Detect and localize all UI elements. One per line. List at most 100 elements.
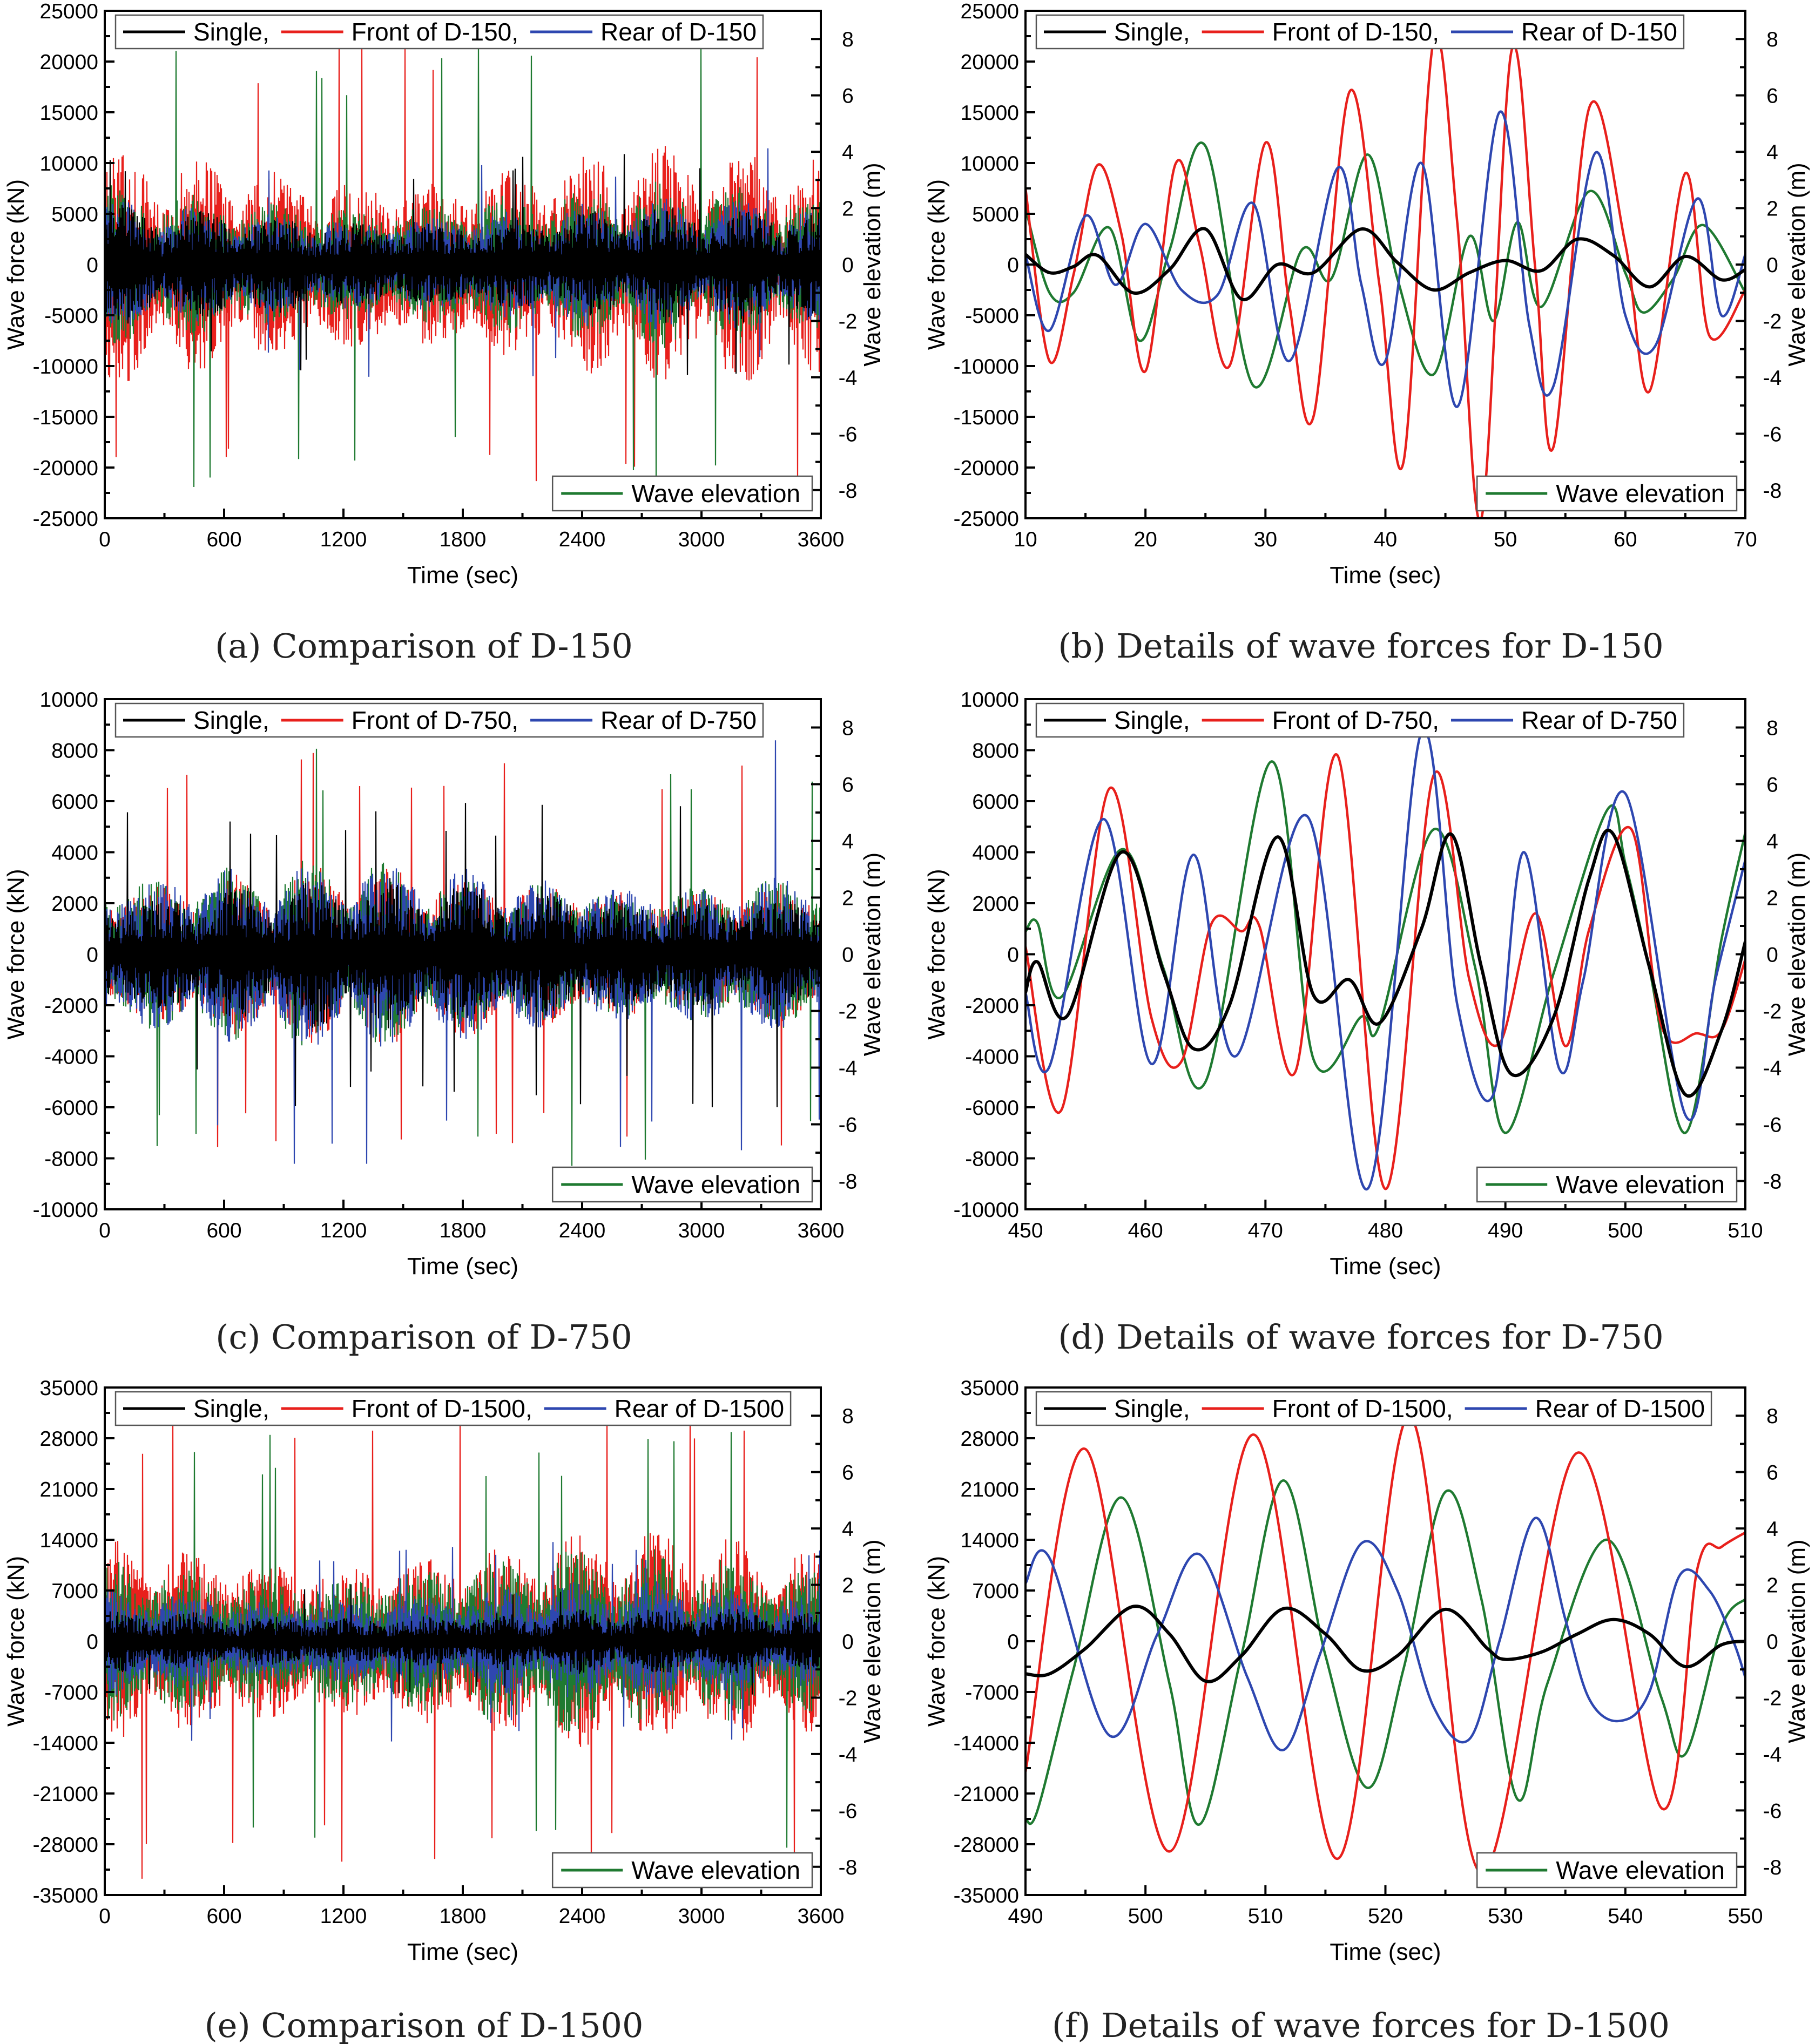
x-tick-label: 2400 <box>559 1905 606 1928</box>
legend-label: Front of D-150, <box>1272 18 1439 46</box>
y2-tick-label: 2 <box>842 887 854 910</box>
series-line <box>1025 1415 1745 1874</box>
axes-frame <box>1024 1386 1746 1896</box>
legend-label: Rear of D-750 <box>600 706 757 734</box>
y-tick-label: -15000 <box>954 406 1019 429</box>
y-tick-label: 15000 <box>40 101 98 125</box>
y2-tick-label: 2 <box>1766 1574 1778 1598</box>
x-tick-label: 1800 <box>440 1905 487 1928</box>
y-tick-label: -14000 <box>33 1732 98 1755</box>
legend-top: Single, Front of D-750, Rear of D-750 <box>114 702 764 738</box>
series-line <box>105 803 821 1107</box>
x-tick-label: 550 <box>1728 1905 1763 1928</box>
x-tick-label: 500 <box>1128 1905 1163 1928</box>
legend-label: Rear of D-1500 <box>615 1395 785 1423</box>
y-tick-label: -5000 <box>965 304 1019 328</box>
y2-tick-label: -4 <box>839 1057 858 1080</box>
y2-tick-label: 6 <box>1766 774 1778 797</box>
y-tick-label: 0 <box>86 254 98 277</box>
legend-top: Single, Front of D-1500, Rear of D-1500 <box>1035 1391 1712 1426</box>
y-tick-label: 21000 <box>961 1478 1019 1501</box>
series-line <box>1025 1479 1745 1826</box>
y2-tick-label: 6 <box>842 1461 854 1485</box>
y2-tick-label: -6 <box>1763 423 1782 446</box>
legend-label: Front of D-750, <box>1272 706 1439 734</box>
series-line <box>105 1432 821 1848</box>
y2-axis-title: Wave elevation (m) <box>1784 163 1810 366</box>
plot-area <box>105 740 821 1166</box>
plot-area <box>105 1408 821 1879</box>
y2-tick-label: -6 <box>839 1799 858 1823</box>
legend-wave: Wave elevation <box>551 475 813 512</box>
panel-4: 450 460 470 480 490 500 510-10000-8000-6000-40… <box>923 688 1810 1357</box>
axes-frame <box>1024 698 1746 1210</box>
x-tick-label: 50 <box>1494 528 1517 551</box>
y2-tick-label: -8 <box>839 479 858 503</box>
y-tick-label: 10000 <box>40 688 98 712</box>
legend-label: Front of D-1500, <box>1272 1395 1453 1423</box>
x-axis-title: Time (sec) <box>1330 1939 1441 1965</box>
legend-label: Wave elevation <box>1556 1856 1725 1884</box>
y2-tick-label: -2 <box>839 1687 858 1710</box>
legend-label: Wave elevation <box>1556 1170 1725 1199</box>
legend-label: Single, <box>193 706 269 734</box>
y2-tick-label: -2 <box>839 1000 858 1024</box>
y2-tick-label: 0 <box>842 254 854 277</box>
y2-tick-label: -2 <box>1763 1687 1782 1710</box>
y-tick-label: 8000 <box>972 740 1019 763</box>
y-axis-title: Wave force (kN) <box>3 179 29 350</box>
y-axis-title: Wave force (kN) <box>923 869 950 1039</box>
legend-top: Single, Front of D-1500, Rear of D-1500 <box>114 1391 792 1426</box>
y-tick-label: -8000 <box>44 1148 98 1171</box>
x-axis-title: Time (sec) <box>407 1253 518 1280</box>
x-tick-label: 470 <box>1248 1219 1283 1242</box>
y2-axis-title: Wave elevation (m) <box>859 852 886 1056</box>
legend-label: Front of D-750, <box>352 706 518 734</box>
y-tick-label: -4000 <box>965 1046 1019 1069</box>
x-tick-label: 0 <box>99 1905 111 1928</box>
y-tick-label: -14000 <box>954 1732 1019 1755</box>
series-line <box>1025 829 1745 1098</box>
series-line <box>105 154 821 375</box>
y2-tick-label: 2 <box>842 198 854 221</box>
y2-tick-label: 4 <box>1766 1518 1778 1541</box>
y-tick-label: -28000 <box>33 1833 98 1857</box>
series-line <box>1025 33 1745 518</box>
x-axis-title: Time (sec) <box>1330 562 1441 588</box>
y2-tick-label: -6 <box>839 423 858 446</box>
x-tick-label: 60 <box>1614 528 1637 551</box>
x-tick-label: 540 <box>1608 1905 1643 1928</box>
legend-label: Single, <box>1114 18 1190 46</box>
legend-label: Single, <box>1114 1395 1190 1423</box>
x-tick-label: 1200 <box>320 1219 367 1242</box>
y2-tick-label: 2 <box>1766 198 1778 221</box>
y-tick-label: 35000 <box>961 1377 1019 1400</box>
legend-wave: Wave elevation <box>1476 475 1738 512</box>
series-line <box>1025 1605 1745 1683</box>
y-tick-label: 0 <box>86 1630 98 1654</box>
panel-caption: (a) Comparison of D-150 <box>215 626 633 666</box>
x-tick-label: 510 <box>1248 1905 1283 1928</box>
y-tick-label: 5000 <box>51 203 98 226</box>
y2-tick-label: 6 <box>1766 1461 1778 1485</box>
y2-tick-label: 8 <box>842 28 854 51</box>
legend-label: Wave elevation <box>631 1170 800 1199</box>
y2-tick-label: 0 <box>1766 944 1778 967</box>
y2-tick-label: -8 <box>1763 1856 1782 1879</box>
x-tick-label: 3000 <box>678 528 725 551</box>
y2-tick-label: 4 <box>842 830 854 854</box>
x-tick-label: 530 <box>1488 1905 1523 1928</box>
y-tick-label: -10000 <box>954 1199 1019 1222</box>
y2-tick-label: 6 <box>842 774 854 797</box>
x-axis-title: Time (sec) <box>407 1939 518 1965</box>
y-tick-label: 14000 <box>961 1529 1019 1552</box>
y2-tick-label: 0 <box>1766 254 1778 277</box>
y2-tick-label: -2 <box>1763 1000 1782 1024</box>
y-tick-label: 10000 <box>961 688 1019 712</box>
legend-label: Wave elevation <box>631 1856 800 1884</box>
y-tick-label: -25000 <box>33 507 98 531</box>
x-tick-label: 480 <box>1368 1219 1403 1242</box>
y-tick-label: -5000 <box>44 304 98 328</box>
y-tick-label: -28000 <box>954 1833 1019 1857</box>
x-tick-label: 3000 <box>678 1219 725 1242</box>
